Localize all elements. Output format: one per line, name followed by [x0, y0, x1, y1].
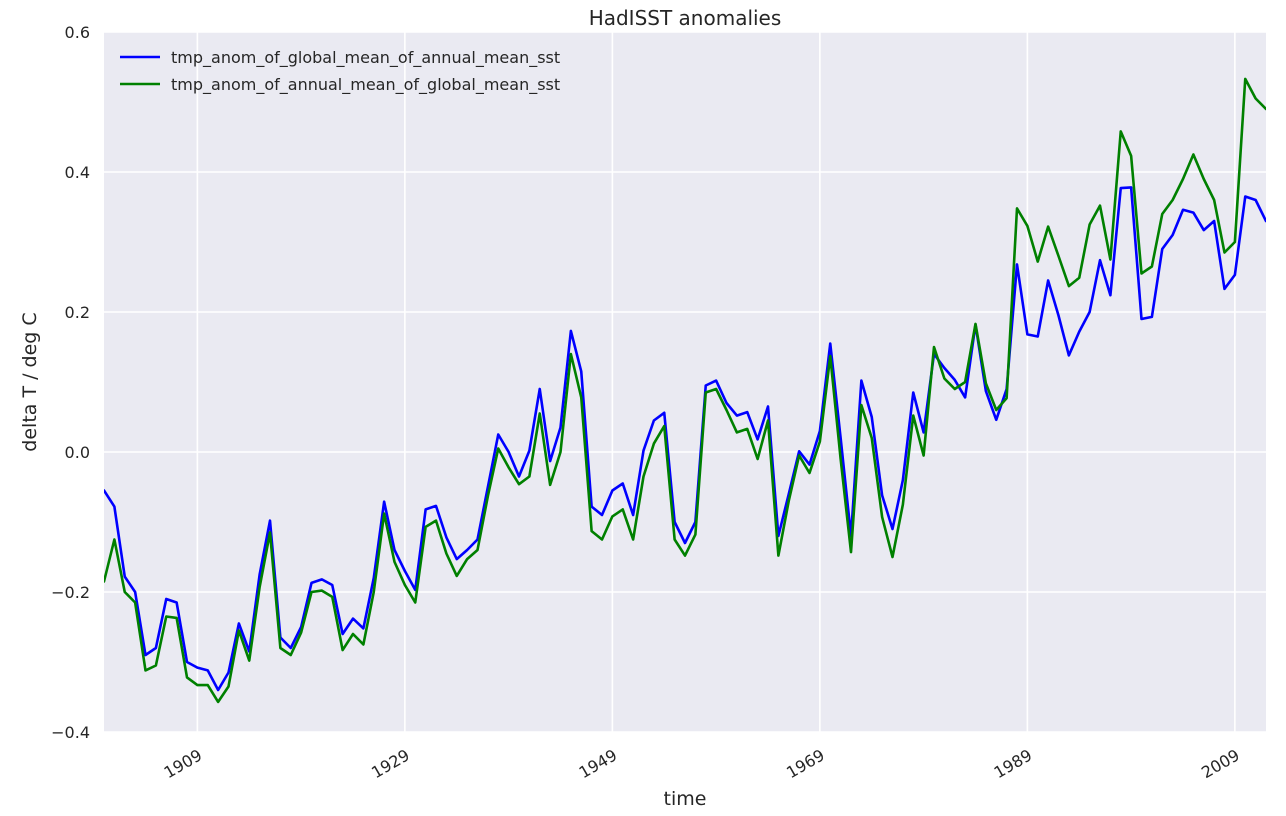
- series-line-2: [104, 77, 1266, 704]
- y-tick-label: 0.6: [65, 23, 90, 42]
- series-line-1: [104, 186, 1266, 692]
- y-tick-labels: −0.4 −0.2 0.0 0.2 0.4 0.6: [51, 23, 90, 742]
- x-tick-label: 2009: [1198, 745, 1243, 782]
- x-axis-label: time: [664, 788, 707, 810]
- legend-label-2: tmp_anom_of_annual_mean_of_global_mean_s…: [171, 75, 560, 95]
- x-tick-label: 1949: [576, 745, 621, 782]
- x-tick-label: 1989: [991, 745, 1036, 782]
- y-tick-label: −0.4: [51, 723, 90, 742]
- y-tick-label: 0.4: [65, 163, 90, 182]
- legend-label-1: tmp_anom_of_global_mean_of_annual_mean_s…: [171, 48, 560, 68]
- y-tick-label: 0.0: [65, 443, 90, 462]
- y-tick-label: 0.2: [65, 303, 90, 322]
- x-tick-labels: 1909 1929 1949 1969 1989 2009: [161, 745, 1243, 782]
- x-tick-label: 1929: [368, 745, 413, 782]
- x-tick-label: 1909: [161, 745, 206, 782]
- x-tick-label: 1969: [783, 745, 828, 782]
- y-axis-label: delta T / deg C: [19, 312, 41, 451]
- y-tick-label: −0.2: [51, 583, 90, 602]
- plot-background: [104, 32, 1266, 732]
- gridlines: [104, 31, 1266, 733]
- legend: tmp_anom_of_global_mean_of_annual_mean_s…: [120, 48, 560, 95]
- series-lines: [104, 77, 1266, 704]
- chart-title: HadISST anomalies: [589, 6, 782, 30]
